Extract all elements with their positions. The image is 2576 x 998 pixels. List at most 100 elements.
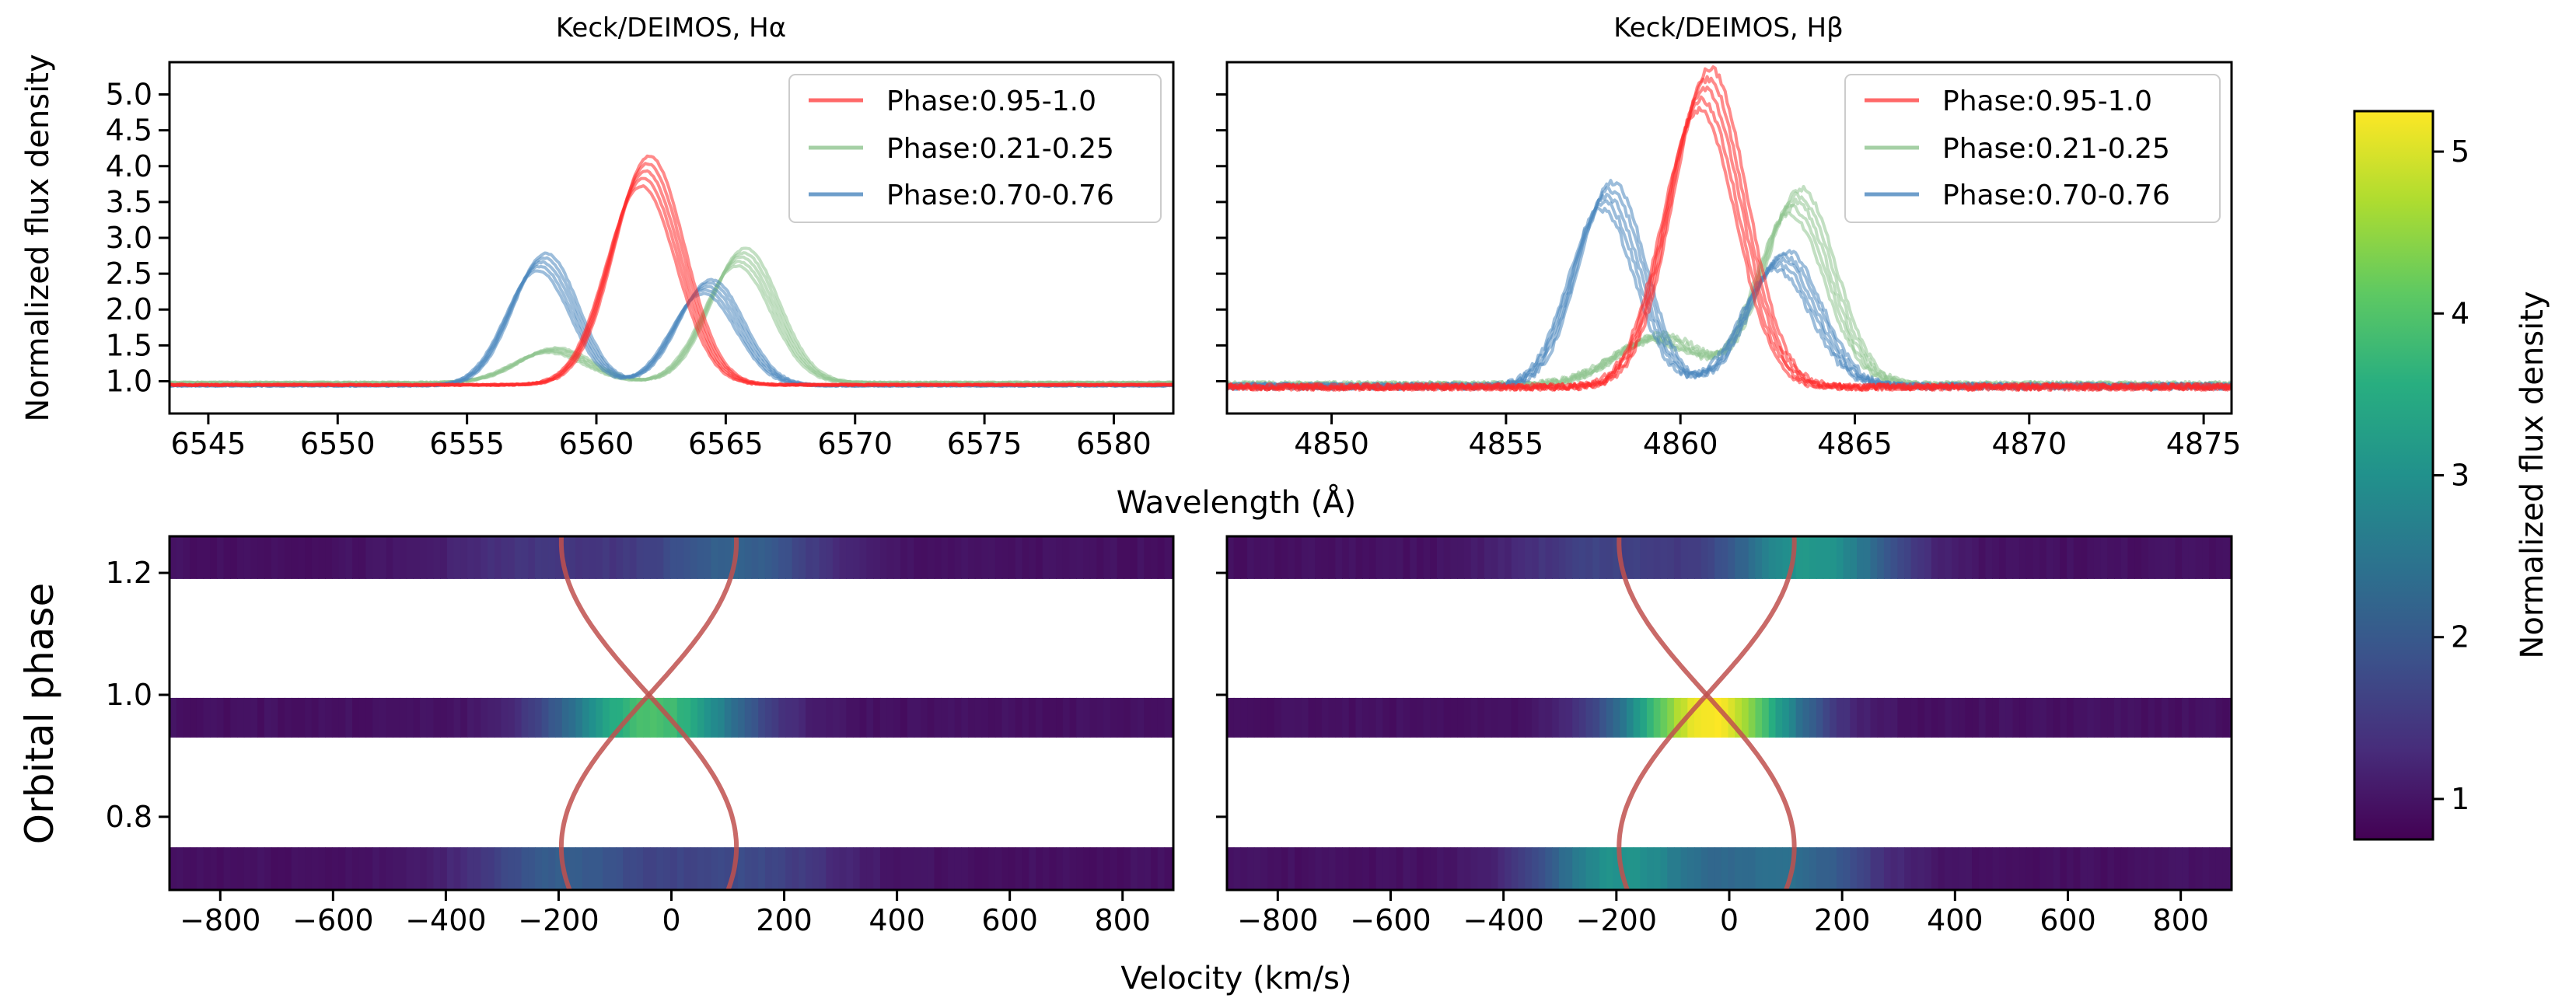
- heatmap-cell: [582, 847, 590, 890]
- heatmap-cell: [1952, 697, 1959, 738]
- heatmap-cell: [2209, 847, 2217, 890]
- heatmap-cell: [981, 697, 989, 738]
- heatmap-cell: [1748, 536, 1756, 579]
- heatmap-cell: [2025, 536, 2034, 579]
- heatmap-cell: [1410, 697, 1417, 738]
- heatmap-cell: [873, 536, 881, 579]
- heatmap-cell: [1653, 697, 1662, 738]
- heatmap-cell: [481, 847, 488, 890]
- heatmap-cell: [2182, 697, 2190, 738]
- y-tick-label: 1.0: [106, 678, 152, 712]
- heatmap-cell: [853, 536, 861, 579]
- heatmap-cell: [1565, 847, 1573, 890]
- heatmap-cell: [2032, 697, 2040, 738]
- heatmap-cell: [724, 847, 732, 890]
- heatmap-cell: [1945, 847, 1952, 890]
- heatmap-cell: [1613, 536, 1620, 579]
- heatmap-cell: [1416, 536, 1424, 579]
- heatmap-cell: [927, 847, 935, 890]
- heatmap-cell: [1965, 536, 1973, 579]
- heatmap-cell: [561, 536, 570, 579]
- heatmap-cell: [1890, 697, 1899, 738]
- heatmap-cell: [1897, 847, 1905, 890]
- heatmap-cell: [1545, 536, 1553, 579]
- heatmap-cell: [751, 847, 759, 890]
- heatmap-cell: [372, 536, 380, 579]
- heatmap-cell: [1626, 536, 1634, 579]
- heatmap-cell: [1823, 847, 1830, 890]
- heatmap-cell: [298, 847, 306, 890]
- heatmap-cell: [1735, 847, 1742, 890]
- heatmap-cell: [1985, 847, 1993, 890]
- heatmap-cell: [643, 847, 651, 890]
- heatmap-cell: [1253, 536, 1262, 579]
- heatmap-cell: [676, 697, 685, 738]
- heatmap-cell: [1368, 536, 1377, 579]
- heatmap-cell: [1164, 697, 1172, 738]
- heatmap-cell: [623, 536, 631, 579]
- heatmap-cell: [196, 697, 204, 738]
- heatmap-cell: [663, 536, 671, 579]
- heatmap-cell: [1403, 847, 1410, 890]
- heatmap-cell: [806, 536, 813, 579]
- heatmap-cell: [1809, 536, 1817, 579]
- heatmap-cell: [596, 536, 603, 579]
- heatmap-cell: [1450, 847, 1458, 890]
- heatmap-cell: [2093, 697, 2102, 738]
- heatmap-cell: [738, 697, 746, 738]
- y-tick-label: 3.0: [106, 221, 152, 255]
- heatmap-cell: [744, 536, 753, 579]
- heatmap-cell: [2053, 847, 2061, 890]
- heatmap-cell: [1463, 536, 1472, 579]
- heatmap-cell: [2107, 847, 2115, 890]
- heatmap-cell: [1755, 536, 1763, 579]
- heatmap-cell: [961, 536, 969, 579]
- heatmap-cell: [1437, 536, 1445, 579]
- heatmap-cell: [1308, 697, 1316, 738]
- heatmap-cell: [1348, 697, 1357, 738]
- heatmap-cell: [670, 847, 678, 890]
- hbeta-title: Keck/DEIMOS, Hβ: [1613, 12, 1844, 44]
- heatmap-cell: [1863, 847, 1872, 890]
- heatmap-cell: [1368, 697, 1377, 738]
- heatmap-cell: [846, 697, 854, 738]
- heatmap-cell: [1673, 847, 1682, 890]
- heatmap-cell: [1001, 847, 1009, 890]
- heatmap-cell: [1382, 847, 1390, 890]
- x-tick-label: 0: [662, 903, 680, 937]
- heatmap-cell: [1505, 697, 1512, 738]
- halpha-trailed-ticks: −800 −600 −400 −200 0 200 400 600 800 0.8 1.0 1.2: [106, 556, 1151, 937]
- heatmap-cell: [1015, 697, 1023, 738]
- heatmap-cell: [1301, 697, 1309, 738]
- heatmap-cell: [1762, 697, 1770, 738]
- heatmap-cell: [609, 697, 617, 738]
- heatmap-cell: [1049, 697, 1057, 738]
- heatmap-cell: [1525, 847, 1533, 890]
- heatmap-cell: [778, 697, 786, 738]
- heatmap-cell: [1877, 697, 1885, 738]
- heatmap-cell: [914, 847, 921, 890]
- heatmap-cell: [2039, 536, 2047, 579]
- heatmap-cell: [927, 536, 935, 579]
- heatmap-cell: [603, 697, 610, 738]
- heatmap-cell: [352, 697, 360, 738]
- x-tick-label: 400: [869, 903, 925, 937]
- heatmap-cell: [1164, 847, 1172, 890]
- heatmap-cell: [460, 847, 468, 890]
- heatmap-cell: [656, 536, 665, 579]
- heatmap-cell: [1362, 536, 1370, 579]
- heatmap-cell: [1931, 847, 1939, 890]
- heatmap-cell: [1532, 697, 1540, 738]
- x-tick-label: 6570: [817, 427, 893, 461]
- heatmap-cell: [1714, 847, 1722, 890]
- heatmap-cell: [1585, 536, 1594, 579]
- heatmap-cell: [988, 536, 996, 579]
- heatmap-cell: [1883, 536, 1892, 579]
- heatmap-cell: [582, 697, 590, 738]
- rv-curve: [1617, 536, 1797, 890]
- heatmap-cell: [1247, 536, 1255, 579]
- heatmap-cell: [2087, 536, 2095, 579]
- heatmap-cell: [1029, 536, 1036, 579]
- heatmap-cell: [1403, 697, 1410, 738]
- heatmap-cell: [1164, 536, 1172, 579]
